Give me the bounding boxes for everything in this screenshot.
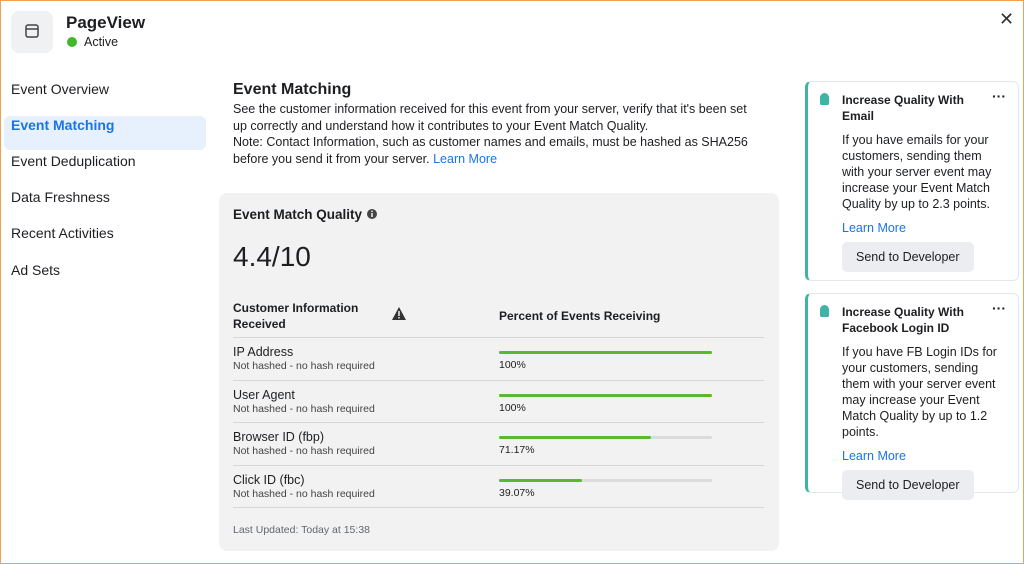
quality-card: Event Match Quality 4.4/10 Customer Info…	[219, 193, 779, 551]
tip-link[interactable]: Learn More	[842, 221, 906, 235]
bar	[499, 393, 712, 397]
bar-track	[499, 478, 712, 482]
column-header: Percent of Events Receiving	[499, 309, 661, 323]
page-title: PageView	[66, 13, 146, 32]
nav-item[interactable]: Recent Activities	[11, 225, 114, 241]
row-divider	[233, 337, 764, 338]
row-name: IP Address	[233, 345, 294, 359]
nav-item[interactable]: Event Deduplication	[11, 153, 136, 169]
row-note: Not hashed - no hash required	[233, 360, 375, 372]
row-note: Not hashed - no hash required	[233, 487, 375, 500]
row-divider	[233, 379, 764, 381]
note-text: Note: Contact Information, such as custo…	[233, 135, 748, 166]
event-icon	[11, 11, 53, 53]
tip-body: If you have FB Login IDs for your custom…	[842, 345, 997, 439]
quality-score: 4.4/10	[233, 241, 311, 272]
tip-card: ··· Increase Quality With Facebook Login …	[805, 293, 1019, 500]
row-name: User Agent	[233, 387, 295, 402]
status: Active	[84, 35, 119, 49]
quality-title: Event Match Quality	[233, 207, 363, 222]
row-name: Click ID (fbc)	[233, 472, 305, 487]
last-updated: Last Updated: Today at 15:38	[233, 524, 370, 536]
percent-label: 39.07%	[499, 486, 535, 499]
bulb-icon	[820, 305, 829, 317]
description-block: See the customer information received fo…	[233, 101, 758, 167]
row-note: Not hashed - no hash required	[233, 402, 375, 415]
icon	[25, 24, 39, 38]
tip-title: Increase Quality With Email	[842, 93, 964, 123]
info-icon[interactable]	[366, 208, 378, 220]
send-button[interactable]: Send to Developer	[842, 470, 974, 500]
nav-item[interactable]: Data Freshness	[11, 189, 110, 205]
nav-item[interactable]: Event Matching	[11, 117, 115, 133]
close-button[interactable]: ✕	[999, 9, 1015, 29]
more-menu[interactable]: ···	[992, 88, 1006, 104]
bulb-icon	[820, 93, 829, 105]
note: Note: Contact Information, such as custo…	[233, 134, 758, 167]
row-divider	[233, 422, 764, 423]
column-header: Customer Information Received	[233, 301, 359, 331]
tip-card: ··· Increase Quality With Email If you hav…	[805, 81, 1019, 281]
more-menu[interactable]: ···	[992, 300, 1006, 316]
tip-link[interactable]: Learn More	[842, 449, 906, 463]
tip-title: Increase Quality With Facebook Login ID	[842, 305, 964, 335]
bar	[499, 478, 583, 482]
percent-label: 100%	[499, 401, 526, 414]
nav-item[interactable]: Event Overview	[11, 81, 110, 97]
status-dot	[67, 37, 77, 47]
section-title: Event Matching	[233, 81, 352, 98]
bar	[499, 436, 651, 439]
description: See the customer information received fo…	[233, 102, 747, 133]
tip-body: If you have emails for your customers, s…	[842, 133, 992, 211]
learn-more[interactable]: Learn More	[433, 151, 498, 166]
nav-highlight	[4, 116, 206, 150]
nav-item[interactable]: Ad Sets	[11, 262, 61, 278]
warning-icon	[392, 307, 406, 320]
row-divider	[233, 464, 764, 466]
percent-label: 71.17%	[499, 444, 535, 456]
row-divider	[233, 507, 764, 508]
send-button[interactable]: Send to Developer	[842, 242, 974, 272]
bar	[499, 351, 712, 354]
row-name: Browser ID (fbp)	[233, 430, 324, 444]
percent-label: 100%	[499, 359, 526, 371]
row-note: Not hashed - no hash required	[233, 445, 375, 457]
